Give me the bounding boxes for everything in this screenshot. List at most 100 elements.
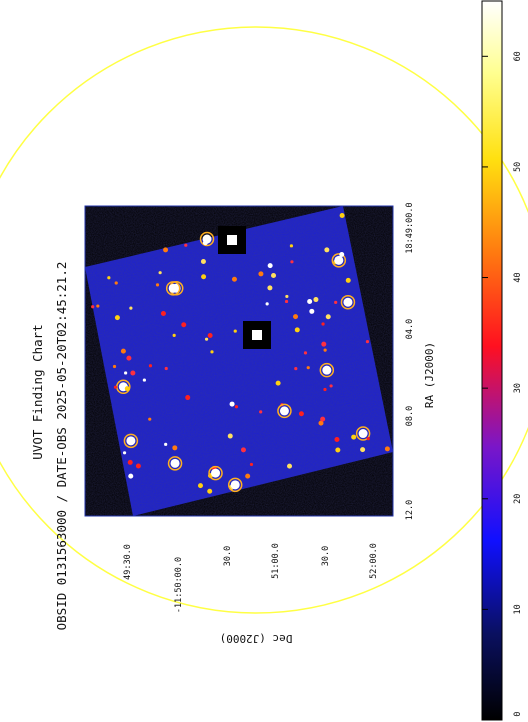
dec-tick-label: -11:50:00.0 [174,557,184,613]
star-halo [165,281,181,296]
star-halo [319,362,335,378]
dec-tick-label: 52:00.0 [369,543,379,579]
star [334,300,338,304]
star-field [91,212,390,494]
star [124,371,128,375]
star-halo [227,477,243,493]
star [107,276,111,280]
star [114,315,120,321]
colorbar-ticks: 0 10 20 30 40 50 60 [482,51,523,721]
colorbar-tick-label: 10 [513,604,523,614]
star [142,378,146,382]
star-halo [123,433,139,449]
star [345,277,351,283]
image-frame [84,205,394,517]
colorbar-gradient [481,0,503,721]
star [170,458,180,468]
star [120,348,126,354]
dec-tick-label: 30.0 [223,546,233,566]
target-source [252,330,262,340]
star [259,410,263,414]
star [343,297,353,307]
ra-axis-label: RA (J2000) [423,342,436,408]
star [234,405,239,409]
star [112,364,117,369]
star [127,459,133,465]
star [231,276,237,282]
star [289,244,294,248]
star [113,385,118,389]
star [306,366,310,370]
star [158,271,162,275]
star [271,273,277,279]
dec-axis: 49:30.0 -11:50:00.0 30.0 51:00.0 30.0 52… [123,543,379,645]
ra-axis: 18:49:00.0 04.0 08.0 12.0 RA (J2000) [405,202,436,520]
star [197,483,203,489]
star [164,442,168,446]
star-halo [208,465,223,481]
star [163,247,169,253]
star [211,468,221,478]
star [135,463,141,469]
star [323,348,327,352]
star [172,445,178,451]
star [122,451,127,455]
star [294,367,298,371]
star [320,416,326,422]
colorbar-tick-label: 40 [513,272,523,282]
star [201,274,207,280]
star [207,332,213,338]
star [124,386,130,392]
star [313,297,319,303]
star-halo [199,231,215,247]
dec-tick-label: 51:00.0 [271,543,281,579]
star [321,341,327,347]
star [129,306,133,310]
dec-tick-label: 30.0 [321,546,331,566]
star [303,351,308,355]
star [207,488,213,494]
star [185,395,191,401]
target-source [227,235,237,245]
star [324,247,330,253]
star [360,447,366,453]
chart-subtitle: OBSID 0131563000 / DATE-OBS 2025-05-20T0… [54,262,69,631]
star-halo [355,426,371,441]
colorbar-tick-label: 30 [513,383,523,393]
star [384,446,390,452]
image-panel [84,205,394,517]
star [126,355,132,361]
star-halo [331,253,347,268]
star [358,429,368,439]
star [233,329,237,333]
star [148,417,152,421]
star [160,310,166,316]
star [267,263,273,269]
star [172,333,176,337]
star [130,370,136,376]
star [366,436,370,441]
star [339,212,345,218]
dec-axis-label: Dec (J2000) [220,632,293,645]
star [290,260,294,264]
chart-title: UVOT Finding Chart [30,324,45,459]
star [155,283,160,287]
colorbar-tick-label: 0 [513,711,523,716]
star [230,480,240,490]
star-halo [340,294,356,310]
star [321,322,325,326]
star [339,252,345,258]
star [126,436,136,446]
star [148,364,153,368]
star [335,447,341,453]
star [293,314,299,320]
ra-tick-label: 04.0 [405,319,415,339]
star [200,258,206,264]
star-halo [167,456,183,471]
star [294,327,300,333]
star [114,281,118,285]
star [249,462,254,467]
star [365,340,370,344]
star [258,271,264,277]
